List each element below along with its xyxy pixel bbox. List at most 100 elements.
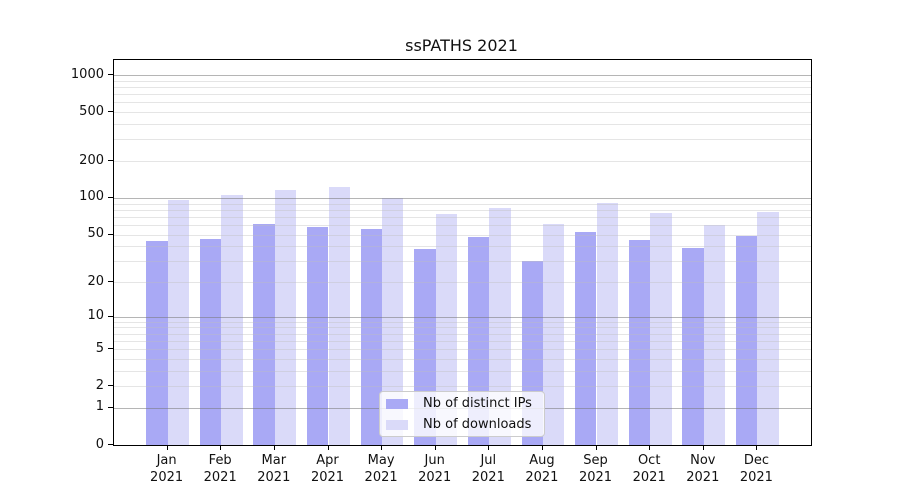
gridline-700 [114,94,811,96]
y-tick-label-2: 2 [95,377,104,393]
gridline-3 [114,370,811,372]
bar-distinct-ips-mar [253,224,275,445]
x-tick-label-nov: Nov 2021 [686,453,720,485]
y-tick-label-1000: 1000 [70,66,104,82]
bar-downloads-apr [328,186,350,445]
bar-downloads-jan [167,199,189,445]
y-tick-label-200: 200 [79,152,104,168]
x-tick-label-dec: Dec 2021 [739,453,773,485]
bar-downloads-feb [221,195,243,445]
legend-label-distinct-ips: Nb of distinct IPs [423,396,532,411]
x-tick-may [381,445,383,450]
gridline-40 [114,246,811,248]
gridline-30 [114,261,811,263]
bar-distinct-ips-dec [735,235,758,445]
gridline-70 [114,216,811,218]
gridline-80 [114,209,811,211]
bar-distinct-ips-feb [199,238,222,445]
x-tick-jan [166,445,168,450]
x-tick-nov [702,445,704,450]
y-tick-1000 [108,74,113,75]
x-tick-label-oct: Oct 2021 [632,453,666,485]
bar-distinct-ips-sep [575,232,597,445]
bar-downloads-oct [650,213,672,445]
x-tick-aug [541,445,543,450]
gridline-50 [114,234,811,236]
y-tick-label-20: 20 [87,273,104,289]
bar-distinct-ips-apr [307,226,329,445]
y-tick-label-1: 1 [95,399,104,415]
x-tick-oct [649,445,651,450]
gridline-9 [114,321,811,323]
x-tick-label-may: May 2021 [364,453,398,485]
y-tick-20 [108,281,113,282]
bar-distinct-ips-may [360,228,382,445]
y-tick-0 [108,444,113,445]
gridline-90 [114,203,811,205]
y-tick-1 [108,406,113,408]
y-tick-200 [108,160,113,161]
y-tick-label-50: 50 [87,226,104,241]
y-tick-100 [108,196,113,198]
y-tick-2 [108,385,113,387]
gridline-1000 [114,75,811,76]
y-tick-label-5: 5 [95,340,104,356]
legend-item-downloads: Nb of downloads [386,418,536,431]
gridline-300 [114,139,811,141]
x-tick-label-feb: Feb 2021 [203,453,237,485]
x-tick-label-jan: Jan 2021 [150,453,184,485]
gridline-4 [114,358,811,360]
legend-item-distinct-ips: Nb of distinct IPs [386,397,536,410]
gridline-200 [114,161,811,162]
bar-downloads-aug [542,224,565,445]
gridline-900 [114,80,811,82]
gridline-500 [114,112,811,114]
y-tick-label-10: 10 [87,308,104,324]
x-tick-feb [220,445,222,450]
x-tick-jun [434,445,436,450]
x-tick-apr [327,445,329,450]
bar-downloads-jun [435,213,458,445]
bar-distinct-ips-jan [146,241,168,445]
y-tick-500 [108,111,113,113]
chart-title: ssPATHS 2021 [405,36,518,55]
gridline-10 [114,316,811,318]
bar-downloads-may [382,197,404,445]
bar-distinct-ips-nov [682,247,704,445]
x-tick-sep [595,445,597,450]
x-tick-label-mar: Mar 2021 [257,453,291,485]
gridline-8 [114,327,811,329]
x-tick-mar [273,445,275,450]
x-tick-label-apr: Apr 2021 [310,453,345,485]
gridline-600 [114,102,811,104]
gridline-2 [114,386,811,388]
gridline-7 [114,333,811,335]
x-tick-label-aug: Aug 2021 [525,453,559,485]
gridline-5 [114,349,811,351]
bar-downloads-sep [596,202,618,445]
gridline-100 [114,197,811,199]
legend-label-downloads: Nb of downloads [423,417,532,432]
gridline-60 [114,224,811,226]
y-tick-5 [108,348,113,350]
x-tick-label-sep: Sep 2021 [578,453,613,485]
gridline-800 [114,87,811,88]
y-tick-10 [108,315,113,317]
plot-area [113,59,812,446]
y-tick-label-500: 500 [79,103,104,119]
gridline-20 [114,282,811,283]
bar-downloads-nov [703,224,726,445]
gridline-6 [114,340,811,342]
y-tick-50 [108,233,113,235]
bar-downloads-jul [489,208,511,445]
x-tick-dec [756,445,758,450]
legend-swatch-downloads [386,419,408,430]
x-tick-label-jul: Jul 2021 [471,453,505,485]
bar-downloads-dec [757,211,779,445]
y-tick-label-0: 0 [95,436,104,452]
legend-swatch-distinct-ips [386,398,408,409]
gridline-400 [114,124,811,125]
x-tick-label-jun: Jun 2021 [418,453,452,485]
legend: Nb of distinct IPs Nb of downloads [379,391,545,437]
